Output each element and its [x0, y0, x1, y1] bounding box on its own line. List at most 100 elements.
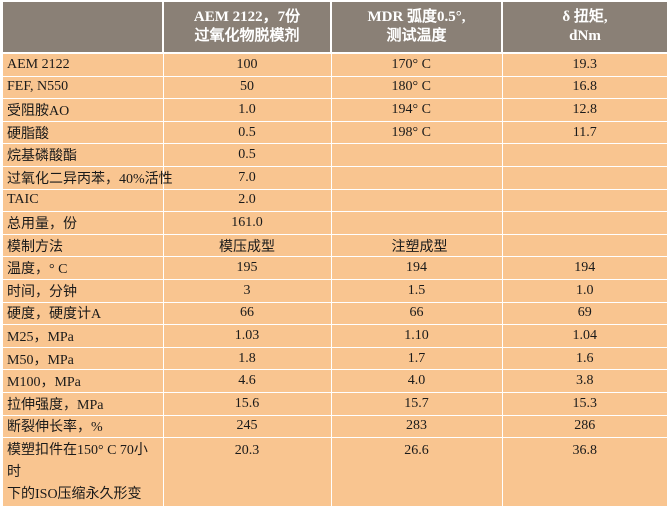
cell-mdr: 1.7	[331, 347, 503, 371]
cell-torque: 69	[502, 302, 667, 326]
header-row: AEM 2122，7份 过氧化物脱模剂 MDR 弧度0.5°, 测试温度 δ 扭…	[3, 2, 667, 54]
cell-mdr: 1.10	[331, 324, 503, 348]
row-label: 过氧化二异丙苯，40%活性	[3, 166, 173, 190]
table-row: 时间，分钟 3 1.5 1.0	[3, 279, 667, 303]
header-formulation: AEM 2122，7份 过氧化物脱模剂	[163, 2, 332, 54]
header-torque-line2: dNm	[569, 28, 601, 44]
header-blank	[3, 2, 164, 54]
row-label: 硬度，硬度计A	[3, 302, 164, 326]
table-row: 烷基磷酸酯 0.5	[3, 143, 667, 167]
header-formulation-line1: AEM 2122，7份	[193, 9, 301, 25]
cell-formulation: 100	[163, 53, 332, 77]
cell-torque: 1.04	[502, 324, 667, 348]
cell-formulation: 1.0	[163, 98, 332, 122]
header-mdr: MDR 弧度0.5°, 测试温度	[331, 2, 503, 54]
table-row: AEM 2122 100 170° C 19.3	[3, 53, 667, 77]
row-label: M100，MPa	[3, 369, 164, 393]
cell-formulation: 245	[163, 415, 332, 439]
cell-mdr: 198° C	[331, 121, 503, 145]
row-label: 硬脂酸	[3, 121, 164, 145]
cell-mdr: 170° C	[331, 53, 503, 77]
cell-torque: 11.7	[502, 121, 667, 145]
table-row: 过氧化二异丙苯，40%活性 7.0	[3, 166, 667, 190]
cell-formulation: 4.6	[163, 369, 332, 393]
cell-mdr: 1.5	[331, 279, 503, 303]
cell-formulation: 1.8	[163, 347, 332, 371]
table-row: FEF, N550 50 180° C 16.8	[3, 76, 667, 100]
row-label: 拉伸强度，MPa	[3, 392, 164, 416]
table-row: 硬脂酸 0.5 198° C 11.7	[3, 121, 667, 145]
cell-mdr: 26.6	[331, 437, 503, 508]
cell-torque	[502, 166, 667, 190]
header-mdr-line1: MDR 弧度0.5°,	[367, 9, 466, 25]
table-row: M25，MPa 1.03 1.10 1.04	[3, 324, 667, 348]
table-row: 受阻胺AO 1.0 194° C 12.8	[3, 98, 667, 122]
cell-formulation: 3	[163, 279, 332, 303]
row-label: FEF, N550	[3, 76, 164, 100]
table-row: M50，MPa 1.8 1.7 1.6	[3, 347, 667, 371]
cell-formulation: 2.0	[163, 189, 332, 213]
data-table: AEM 2122，7份 过氧化物脱模剂 MDR 弧度0.5°, 测试温度 δ 扭…	[3, 2, 667, 508]
cell-torque	[502, 234, 667, 258]
cell-formulation: 66	[163, 302, 332, 326]
cell-mdr: 注塑成型	[331, 234, 503, 258]
cell-formulation: 模压成型	[163, 234, 332, 258]
table-row: M100，MPa 4.6 4.0 3.8	[3, 369, 667, 393]
header-mdr-line2: 测试温度	[386, 28, 447, 44]
row-label: M50，MPa	[3, 347, 164, 371]
table-body: AEM 2122 100 170° C 19.3 FEF, N550 50 180° C 16…	[3, 53, 667, 508]
cell-mdr	[331, 211, 503, 235]
row-label-line1: 模塑扣件在150° C 70小时	[7, 443, 148, 481]
cell-formulation: 20.3	[163, 437, 332, 508]
header-torque: δ 扭矩, dNm	[502, 2, 667, 54]
cell-torque: 19.3	[502, 53, 667, 77]
row-label: 烷基磷酸酯	[3, 143, 164, 167]
table-row: 硬度，硬度计A 66 66 69	[3, 302, 667, 326]
row-label: M25，MPa	[3, 324, 164, 348]
row-label: 受阻胺AO	[3, 98, 164, 122]
cell-torque: 1.0	[502, 279, 667, 303]
cell-torque: 194	[502, 256, 667, 280]
header-formulation-line2: 过氧化物脱模剂	[194, 28, 300, 44]
cell-torque	[502, 211, 667, 235]
header-torque-line1: δ 扭矩,	[562, 9, 608, 25]
cell-mdr: 4.0	[331, 369, 503, 393]
row-label: 断裂伸长率，%	[3, 415, 164, 439]
cell-formulation: 195	[163, 256, 332, 280]
table-row: 断裂伸长率，% 245 283 286	[3, 415, 667, 439]
row-label-line2: 下的ISO压缩永久形变	[7, 487, 142, 503]
cell-torque: 3.8	[502, 369, 667, 393]
cell-formulation: 15.6	[163, 392, 332, 416]
table-row: 温度，° C 195 194 194	[3, 256, 667, 280]
cell-formulation: 161.0	[163, 211, 332, 235]
cell-mdr	[331, 189, 503, 213]
cell-torque: 36.8	[502, 437, 667, 508]
cell-formulation: 0.5	[163, 143, 332, 167]
cell-formulation: 7.0	[163, 166, 332, 190]
data-table-container: AEM 2122，7份 过氧化物脱模剂 MDR 弧度0.5°, 测试温度 δ 扭…	[3, 2, 667, 508]
cell-torque: 12.8	[502, 98, 667, 122]
row-label: 温度，° C	[3, 256, 164, 280]
cell-torque: 16.8	[502, 76, 667, 100]
row-label: 模塑扣件在150° C 70小时下的ISO压缩永久形变	[3, 437, 164, 508]
cell-mdr	[331, 166, 503, 190]
cell-mdr: 15.7	[331, 392, 503, 416]
cell-mdr: 180° C	[331, 76, 503, 100]
row-label: 总用量，份	[3, 211, 164, 235]
row-label: 时间，分钟	[3, 279, 164, 303]
table-row: 总用量，份 161.0	[3, 211, 667, 235]
cell-torque	[502, 143, 667, 167]
cell-formulation: 0.5	[163, 121, 332, 145]
table-row: TAIC 2.0	[3, 189, 667, 213]
row-label: TAIC	[3, 189, 164, 213]
cell-torque: 15.3	[502, 392, 667, 416]
cell-mdr: 66	[331, 302, 503, 326]
cell-mdr	[331, 143, 503, 167]
cell-mdr: 194	[331, 256, 503, 280]
cell-torque: 1.6	[502, 347, 667, 371]
cell-torque: 286	[502, 415, 667, 439]
row-label: AEM 2122	[3, 53, 164, 77]
row-label: 模制方法	[3, 234, 164, 258]
cell-torque	[502, 189, 667, 213]
table-row: 拉伸强度，MPa 15.6 15.7 15.3	[3, 392, 667, 416]
